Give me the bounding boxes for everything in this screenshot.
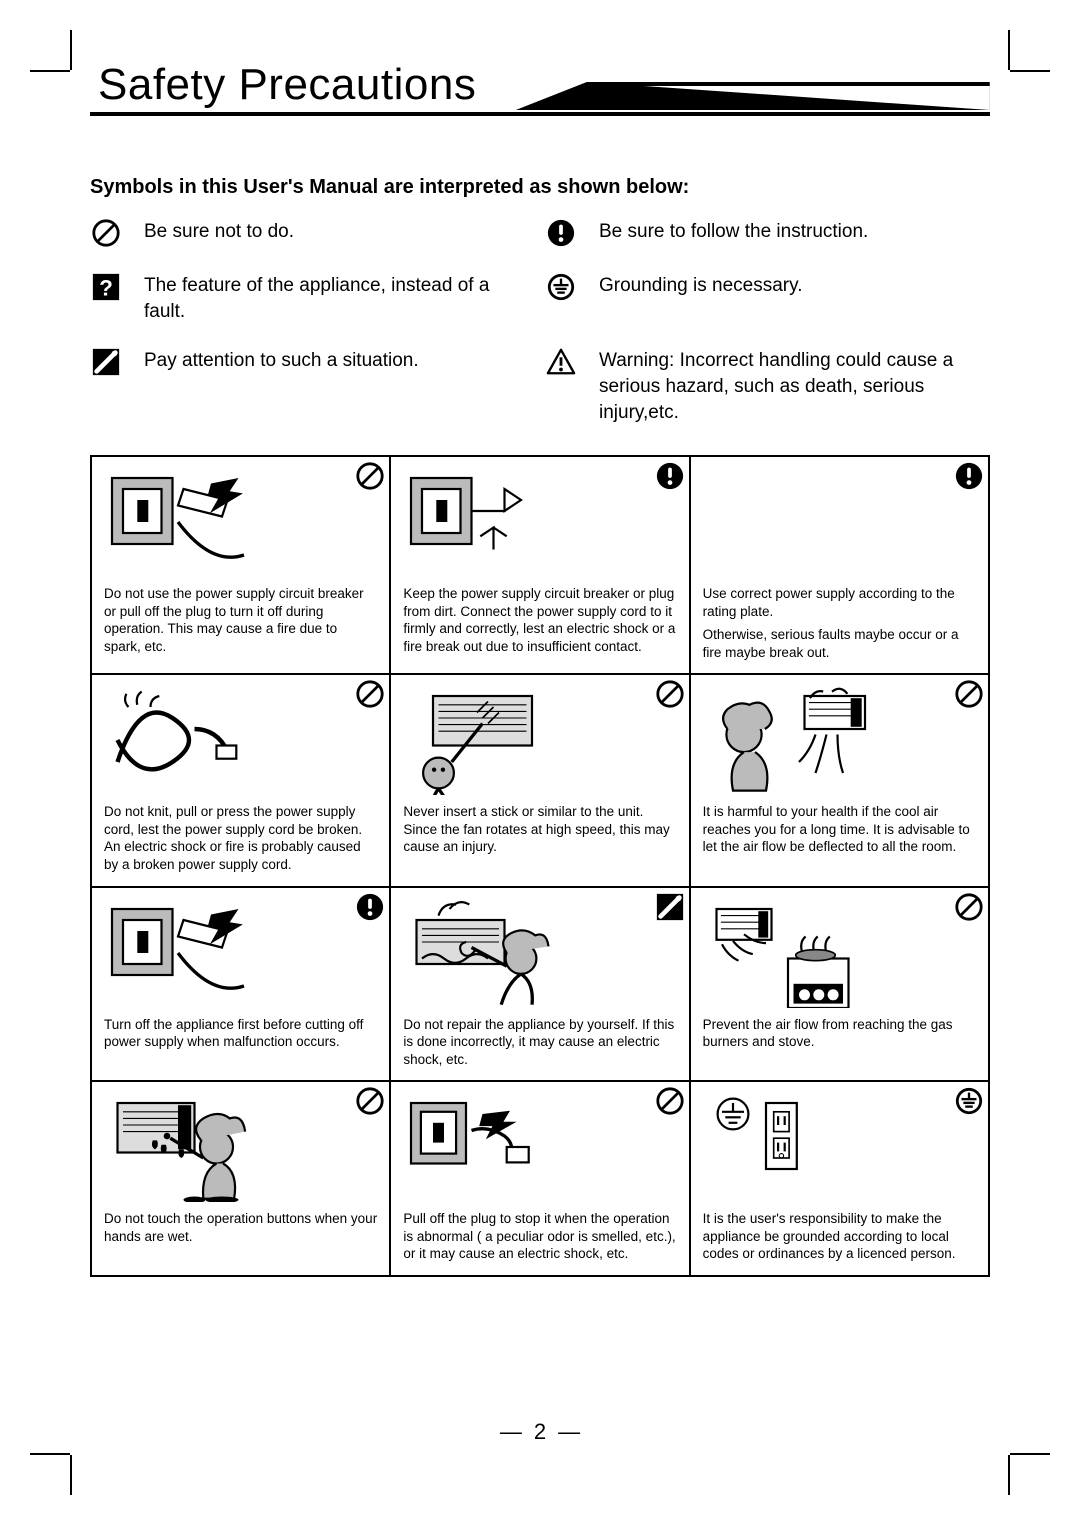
precaution-text: Do not knit, pull or press the power sup… — [104, 803, 377, 873]
symbols-subheading: Symbols in this User's Manual are interp… — [90, 176, 990, 199]
illustration — [403, 467, 676, 577]
exclaim-icon — [655, 461, 685, 491]
precaution-text: Use correct power supply according to th… — [703, 585, 976, 620]
crop-mark — [1010, 70, 1050, 72]
illustration — [104, 685, 377, 795]
exclaim-icon — [954, 461, 984, 491]
prohibit-icon — [655, 1086, 685, 1116]
question-icon: ? — [90, 271, 122, 303]
illustration — [104, 467, 377, 577]
symbol-legend: Be sure not to do. Be sure to follow the… — [90, 217, 990, 425]
page-number: —2— — [90, 1419, 990, 1445]
prohibit-icon — [355, 461, 385, 491]
exclaim-icon — [355, 892, 385, 922]
exclaim-icon — [545, 217, 577, 249]
dash: — — [552, 1419, 586, 1444]
precaution-cell: Pull off the plug to stop it when the op… — [390, 1081, 689, 1276]
title-wedge — [516, 82, 990, 110]
crop-mark — [1010, 1453, 1050, 1455]
prohibit-icon — [954, 679, 984, 709]
precaution-cell: It is harmful to your health if the cool… — [690, 674, 989, 886]
page: Safety Precautions Symbols in this User'… — [90, 60, 990, 1465]
precaution-text: Keep the power supply circuit breaker or… — [403, 585, 676, 655]
svg-text:?: ? — [99, 275, 113, 300]
legend-text: Grounding is necessary. — [599, 271, 990, 299]
precaution-cell: It is the user's responsibility to make … — [690, 1081, 989, 1276]
illustration — [703, 685, 976, 795]
legend-text: Be sure not to do. — [144, 217, 535, 245]
precaution-text: Do not touch the operation buttons when … — [104, 1210, 377, 1245]
precaution-text: Do not repair the appliance by yourself.… — [403, 1016, 676, 1069]
precaution-text: Never insert a stick or similar to the u… — [403, 803, 676, 856]
illustration — [703, 1092, 976, 1202]
precaution-cell: Do not knit, pull or press the power sup… — [91, 674, 390, 886]
prohibit-icon — [655, 679, 685, 709]
prohibit-icon — [90, 217, 122, 249]
page-title: Safety Precautions — [90, 60, 516, 110]
precaution-cell: Do not use the power supply circuit brea… — [91, 456, 390, 674]
precaution-text: Prevent the air flow from reaching the g… — [703, 1016, 976, 1051]
legend-text: The feature of the appliance, instead of… — [144, 271, 535, 324]
warning-icon — [545, 346, 577, 378]
dash: — — [494, 1419, 528, 1444]
attention-icon — [90, 346, 122, 378]
illustration — [703, 467, 976, 577]
illustration — [104, 898, 377, 1008]
precaution-text: Otherwise, serious faults maybe occur or… — [703, 626, 976, 661]
precaution-cell: Prevent the air flow from reaching the g… — [690, 887, 989, 1082]
precaution-text: Do not use the power supply circuit brea… — [104, 585, 377, 655]
precaution-cell: Do not repair the appliance by yourself.… — [390, 887, 689, 1082]
crop-mark — [1008, 1455, 1010, 1495]
crop-mark — [70, 30, 72, 70]
page-number-value: 2 — [528, 1419, 552, 1444]
precaution-cell: Use correct power supply according to th… — [690, 456, 989, 674]
illustration — [403, 898, 676, 1008]
precaution-cell: Do not touch the operation buttons when … — [91, 1081, 390, 1276]
ground-icon — [954, 1086, 984, 1116]
legend-text: Warning: Incorrect handling could cause … — [599, 346, 990, 425]
legend-text: Be sure to follow the instruction. — [599, 217, 990, 245]
precaution-text: Turn off the appliance first before cutt… — [104, 1016, 377, 1051]
crop-mark — [1008, 30, 1010, 70]
illustration — [104, 1092, 377, 1202]
legend-text: Pay attention to such a situation. — [144, 346, 535, 374]
title-bar: Safety Precautions — [90, 60, 990, 116]
attention-icon — [655, 892, 685, 922]
illustration — [403, 685, 676, 795]
precaution-text: It is harmful to your health if the cool… — [703, 803, 976, 856]
illustration — [703, 898, 976, 1008]
illustration — [403, 1092, 676, 1202]
precautions-grid: Do not use the power supply circuit brea… — [90, 455, 990, 1277]
precaution-text: It is the user's responsibility to make … — [703, 1210, 976, 1263]
precaution-cell: Turn off the appliance first before cutt… — [91, 887, 390, 1082]
precaution-cell: Keep the power supply circuit breaker or… — [390, 456, 689, 674]
ground-icon — [545, 271, 577, 303]
crop-mark — [70, 1455, 72, 1495]
prohibit-icon — [355, 679, 385, 709]
precaution-text: Pull off the plug to stop it when the op… — [403, 1210, 676, 1263]
crop-mark — [30, 70, 70, 72]
crop-mark — [30, 1453, 70, 1455]
prohibit-icon — [355, 1086, 385, 1116]
prohibit-icon — [954, 892, 984, 922]
precaution-cell: Never insert a stick or similar to the u… — [390, 674, 689, 886]
